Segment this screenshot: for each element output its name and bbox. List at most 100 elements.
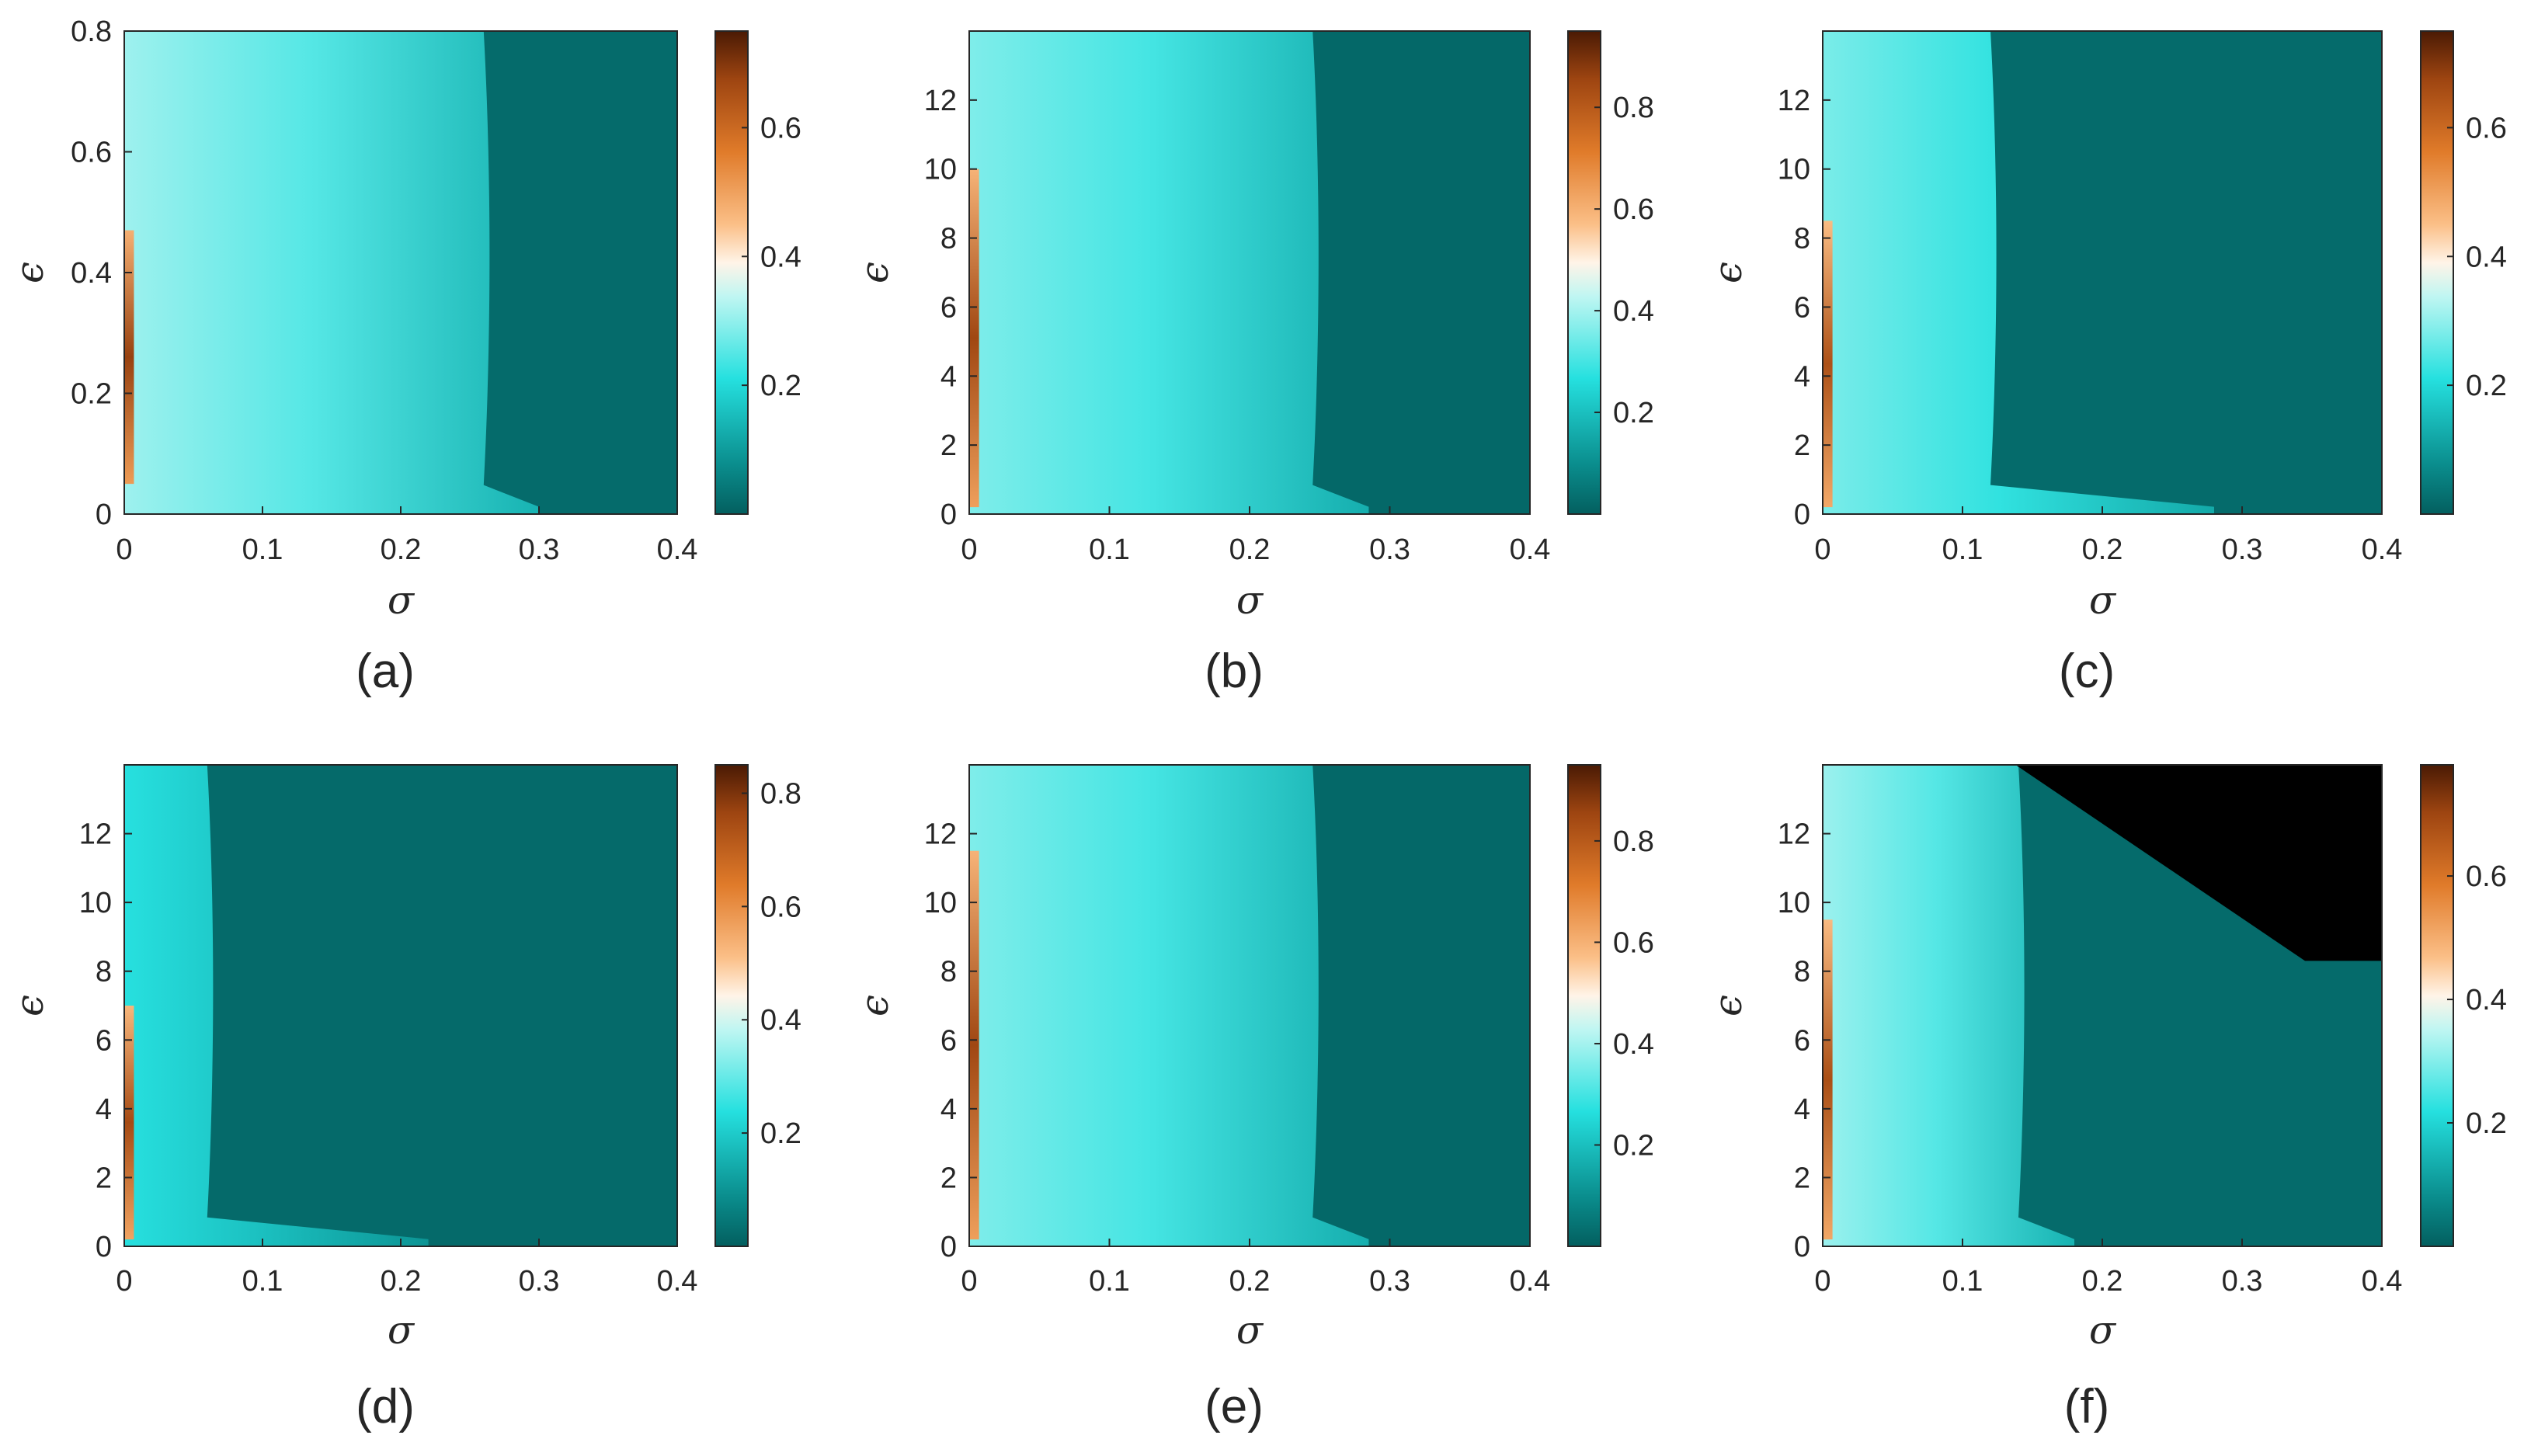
panel-label: (d)	[356, 1380, 415, 1433]
colorbar-tick-label: 0.4	[2466, 984, 2507, 1016]
edge-peak	[124, 1006, 134, 1240]
panel-d: 0 0.1 0.2 0.3 0.4 0 2 4 6 8 10 12 σ ϵ 0.2 0.4 0.6 0.8 (d)	[7, 764, 801, 1433]
edge-peak	[124, 230, 134, 485]
y-tick-label: 8	[1794, 223, 1810, 255]
colorbar-tick-label: 0.8	[760, 777, 801, 810]
panel-f: 0 0.1 0.2 0.3 0.4 0 2 4 6 8 10 12 σ ϵ 0.2 0.4 0.6 (f)	[1705, 764, 2507, 1433]
colorbar-tick-label: 0.2	[760, 1117, 801, 1150]
heatmap-c	[1823, 31, 2382, 514]
x-tick-label: 0.2	[1229, 1265, 1271, 1298]
colorbar-tick-label: 0.6	[2466, 112, 2507, 144]
y-tick-label: 12	[924, 818, 957, 851]
edge-peak	[969, 850, 979, 1240]
colorbar	[714, 30, 749, 515]
colorbar-tick-label: 0.4	[1613, 295, 1654, 328]
x-tick-label: 0.1	[242, 533, 283, 566]
colorbar-tick-label: 0.8	[1613, 825, 1654, 858]
heatmap-d	[124, 765, 677, 1246]
x-tick-label: 0.3	[1369, 533, 1410, 566]
y-tick-label: 8	[940, 956, 957, 989]
y-tick-label: 2	[1794, 429, 1810, 462]
y-tick-label: 10	[924, 154, 957, 186]
x-tick-label: 0	[961, 1265, 977, 1298]
x-tick-label: 0.2	[2082, 533, 2123, 566]
sync-region	[1823, 765, 2074, 1246]
colorbar-tick-label: 0.4	[2466, 241, 2507, 273]
colorbar-tick-label: 0.4	[760, 1004, 801, 1037]
x-tick-label: 0.4	[1510, 533, 1551, 566]
y-tick-label: 0.2	[71, 378, 112, 411]
x-tick-label: 0.4	[1510, 1265, 1551, 1298]
x-tick-label: 0.1	[1942, 1265, 1983, 1298]
panel-label: (b)	[1205, 645, 1264, 698]
colorbar-tick-label: 0.6	[2466, 860, 2507, 893]
y-tick-label: 8	[1794, 956, 1810, 989]
colorbar-tick-label: 0.4	[760, 241, 801, 273]
y-axis-label: ϵ	[852, 995, 897, 1016]
panel-label: (f)	[2064, 1380, 2110, 1433]
y-tick-label: 10	[1778, 154, 1810, 186]
x-tick-label: 0	[1814, 533, 1830, 566]
y-tick-label: 0	[940, 1231, 957, 1263]
colorbar	[714, 764, 749, 1247]
colorbar	[2420, 30, 2454, 515]
y-tick-label: 12	[1778, 85, 1810, 117]
x-tick-label: 0.3	[2222, 1265, 2263, 1298]
sync-region	[969, 765, 1369, 1246]
y-tick-label: 10	[1778, 887, 1810, 919]
edge-peak	[1823, 221, 1833, 508]
panel-b: 0 0.1 0.2 0.3 0.4 0 2 4 6 8 10 12 σ ϵ 0.2 0.4 0.6 0.8 (b)	[852, 30, 1654, 698]
x-tick-label: 0.1	[1089, 1265, 1130, 1298]
y-tick-label: 4	[1794, 1093, 1810, 1126]
y-axis-label: ϵ	[1705, 262, 1750, 283]
x-tick-label: 0	[961, 533, 977, 566]
panel-c: 0 0.1 0.2 0.3 0.4 0 2 4 6 8 10 12 σ ϵ 0.2 0.4 0.6 (c)	[1705, 30, 2507, 698]
y-tick-label: 2	[940, 429, 957, 462]
y-tick-label: 4	[940, 360, 957, 393]
y-tick-label: 2	[1794, 1162, 1810, 1194]
edge-peak	[969, 169, 979, 508]
y-tick-label: 2	[96, 1162, 112, 1194]
heatmap-a	[124, 31, 677, 514]
y-tick-label: 0.4	[71, 257, 112, 290]
sync-region	[1823, 31, 2214, 514]
y-axis-label: ϵ	[852, 262, 897, 283]
colorbar	[2420, 764, 2454, 1247]
y-tick-label: 6	[1794, 291, 1810, 324]
x-tick-label: 0.2	[381, 1265, 422, 1298]
x-tick-label: 0.4	[657, 533, 698, 566]
y-tick-label: 4	[940, 1093, 957, 1126]
y-tick-label: 12	[79, 818, 112, 851]
y-tick-label: 6	[96, 1024, 112, 1057]
x-axis-label: σ	[388, 578, 415, 623]
x-tick-label: 0.4	[2362, 1265, 2403, 1298]
x-tick-label: 0.4	[2362, 533, 2403, 566]
panel-a: 0 0.1 0.2 0.3 0.4 0 0.2 0.4 0.6 0.8 σ ϵ 0.2 0.4 0.6 (a)	[7, 16, 801, 698]
y-tick-label: 0	[1794, 499, 1810, 531]
y-tick-label: 4	[1794, 360, 1810, 393]
y-tick-label: 4	[96, 1093, 112, 1126]
colorbar-tick-label: 0.2	[1613, 1129, 1654, 1162]
y-axis-label: ϵ	[7, 262, 52, 283]
y-tick-label: 8	[96, 956, 112, 989]
x-tick-label: 0.4	[657, 1265, 698, 1298]
y-tick-label: 6	[940, 1024, 957, 1057]
panel-e: 0 0.1 0.2 0.3 0.4 0 2 4 6 8 10 12 σ ϵ 0.2 0.4 0.6 0.8 (e)	[852, 764, 1654, 1433]
panel-label: (c)	[2059, 645, 2115, 698]
x-tick-label: 0.2	[381, 533, 422, 566]
x-tick-label: 0.3	[519, 533, 560, 566]
x-axis-label: σ	[1236, 578, 1264, 623]
sync-region	[124, 31, 539, 514]
colorbar-tick-label: 0.2	[2466, 370, 2507, 402]
sync-region	[969, 31, 1369, 514]
colorbar-tick-label: 0.8	[1613, 92, 1654, 124]
y-axis-label: ϵ	[7, 995, 52, 1016]
heatmap-background	[124, 765, 677, 1246]
y-tick-label: 0	[1794, 1231, 1810, 1263]
heatmap-f	[1823, 765, 2382, 1246]
heatmap-b	[969, 31, 1530, 514]
x-axis-label: σ	[1236, 1308, 1264, 1353]
sync-region	[124, 765, 429, 1246]
y-tick-label: 10	[79, 887, 112, 919]
x-axis-label: σ	[2089, 1308, 2117, 1353]
